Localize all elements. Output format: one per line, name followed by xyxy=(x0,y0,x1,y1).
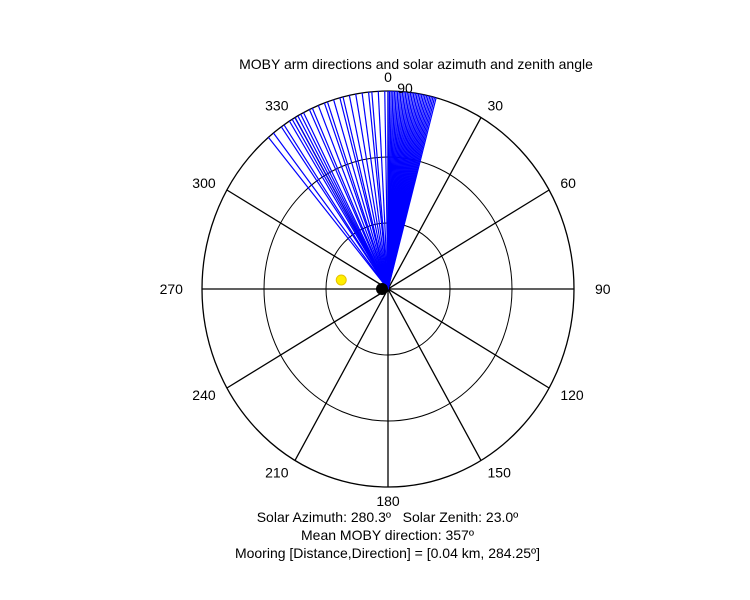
angle-label-120: 120 xyxy=(560,387,584,403)
moby-arm-line-42 xyxy=(323,102,389,290)
moby-arm-line-40 xyxy=(333,99,389,290)
moby-arm-line-35 xyxy=(361,92,389,290)
moby-arm-line-54 xyxy=(273,132,389,290)
moby-arm-line-45 xyxy=(308,109,389,290)
moby-arm-line-37 xyxy=(348,95,389,290)
angle-label-240: 240 xyxy=(192,387,216,403)
moby-arm-line-53 xyxy=(280,126,389,290)
solar-position-marker xyxy=(335,274,347,286)
angle-label-0: 0 xyxy=(384,69,392,85)
position-markers xyxy=(335,274,388,295)
moby-arm-directions xyxy=(267,91,437,290)
moby-arm-line-43 xyxy=(317,105,389,290)
chart-title: MOBY arm directions and solar azimuth an… xyxy=(239,56,593,72)
solar-angles-caption: Solar Azimuth: 280.3º Solar Zenith: 23.0… xyxy=(256,509,519,525)
moby-arm-line-36 xyxy=(355,93,389,290)
angle-label-180: 180 xyxy=(376,493,400,509)
mooring-caption: Mooring [Distance,Direction] = [0.04 km,… xyxy=(234,545,541,561)
angle-label-270: 270 xyxy=(160,281,184,297)
moby-arm-line-32 xyxy=(377,91,389,290)
angle-label-90: 90 xyxy=(595,281,611,297)
moby-arm-line-30 xyxy=(387,97,437,290)
angle-label-60: 60 xyxy=(560,175,576,191)
moby-arm-line-39 xyxy=(339,97,389,290)
moby-arm-line-34 xyxy=(367,92,389,290)
moby-arm-line-31 xyxy=(384,91,389,290)
angle-label-300: 300 xyxy=(192,175,216,191)
angle-label-30: 30 xyxy=(488,98,504,114)
angle-label-330: 330 xyxy=(265,98,289,114)
angle-tick-labels: 0 30 60 90 120 150 180 210 240 270 300 330 90 xyxy=(160,69,611,509)
radius-label-90: 90 xyxy=(397,80,413,96)
moby-arm-line-51 xyxy=(288,120,389,290)
mooring-marker xyxy=(376,283,388,295)
chart-caption: Solar Azimuth: 280.3º Solar Zenith: 23.0… xyxy=(0,508,750,562)
moby-arm-line-55 xyxy=(267,136,389,290)
angle-label-210: 210 xyxy=(265,464,289,480)
angle-label-150: 150 xyxy=(488,464,512,480)
mean-moby-direction-caption: Mean MOBY direction: 357º xyxy=(301,527,474,543)
